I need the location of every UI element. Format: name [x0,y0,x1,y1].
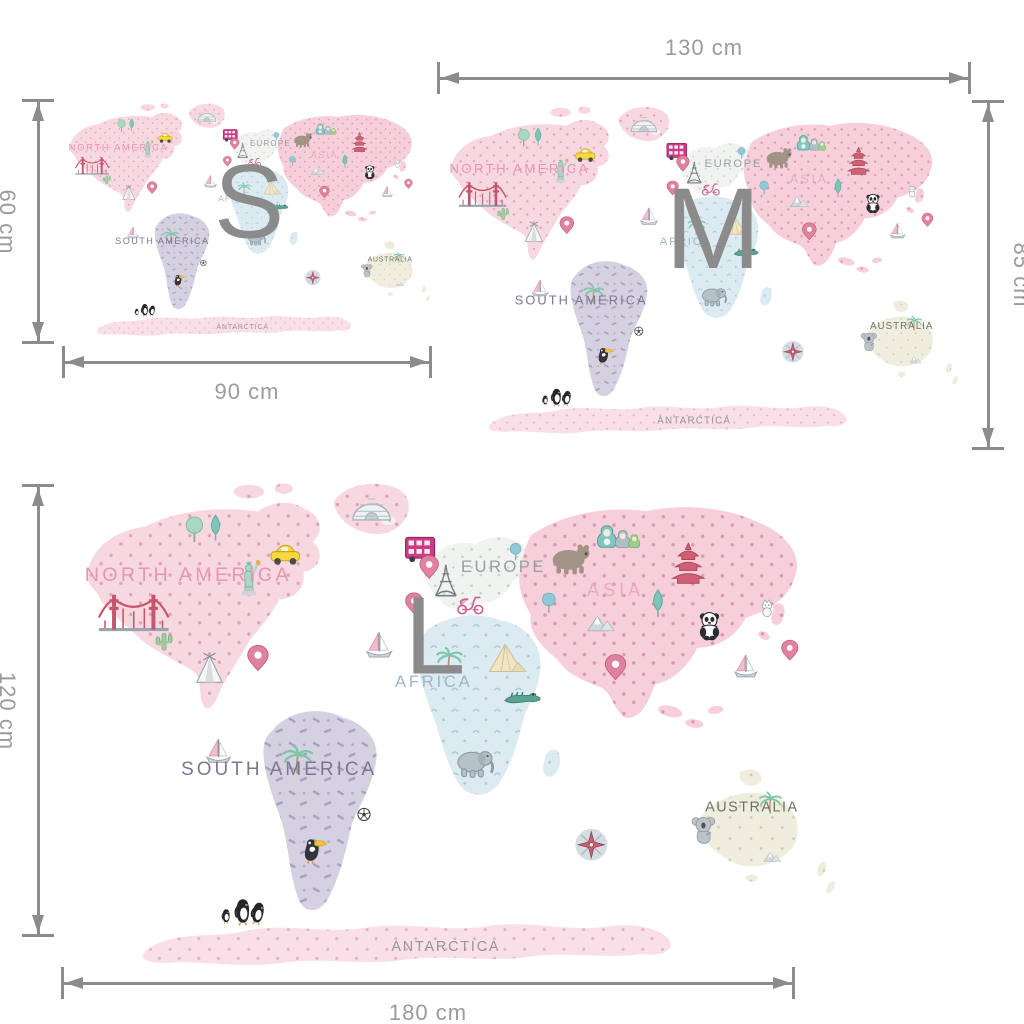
label-europe: EUROPE [705,158,763,170]
label-north-america: NORTH AMERICA [69,143,169,154]
dimension-height-s: 60 cm [0,99,54,344]
dimension-width-m: 130 cm [437,35,971,94]
size-letter-m: M [665,164,761,293]
dimension-label-130cm: 130 cm [664,35,744,60]
dimension-height-l: 120 cm [0,484,54,937]
dimension-label-180cm: 180 cm [388,1000,468,1024]
label-antarctica: ANTARCTICA [216,324,268,331]
dimension-label-60cm: 60 cm [0,189,20,254]
label-antarctica: ANTARCTICA [657,416,731,427]
dimension-label-90cm: 90 cm [214,379,280,404]
label-africa: AFRICA [395,672,472,691]
dimension-width-s: 90 cm [62,346,432,404]
dimension-height-m: 85 cm [972,100,1024,450]
label-australia: AUSTRALIA [705,799,799,815]
world-map-small: NORTH AMERICA SOUTH AMERICA EUROPE ASIA … [69,98,440,339]
label-asia: ASIA [790,172,829,186]
dimension-width-l: 180 cm [61,967,795,1024]
label-europe: EUROPE [461,557,546,576]
label-south-america: SOUTH AMERICA [115,236,209,246]
world-map-large: NORTH AMERICA SOUTH AMERICA EUROPE ASIA … [85,472,855,972]
label-south-america: SOUTH AMERICA [515,292,648,307]
label-australia: AUSTRALIA [870,321,933,332]
label-north-america: NORTH AMERICA [85,564,292,586]
label-australia: AUSTRALIA [368,257,413,264]
label-asia: ASIA [311,150,339,160]
size-letter-l: L [404,574,466,698]
label-africa: AFRICA [218,195,255,204]
dimension-label-85cm: 85 cm [1009,242,1024,308]
label-asia: ASIA [587,580,644,600]
label-africa: AFRICA [660,236,712,248]
label-south-america: SOUTH AMERICA [181,759,377,780]
label-europe: EUROPE [250,139,291,148]
world-map-medium: NORTH AMERICA SOUTH AMERICA EUROPE ASIA … [449,99,972,438]
label-north-america: NORTH AMERICA [449,161,589,176]
dimension-label-120cm: 120 cm [0,671,20,750]
label-antarctica: ANTARCTICA [391,939,500,955]
size-letter-s: S [213,143,285,261]
